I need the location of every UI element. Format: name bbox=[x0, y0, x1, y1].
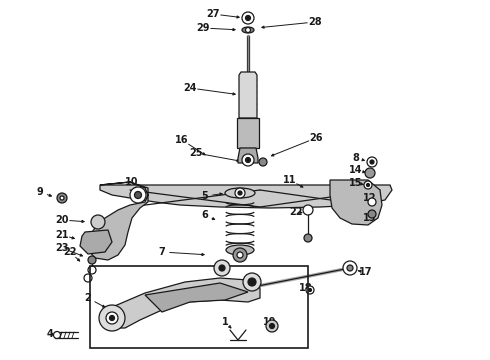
Text: 19: 19 bbox=[263, 317, 277, 327]
Circle shape bbox=[304, 234, 312, 242]
Text: 6: 6 bbox=[201, 210, 208, 220]
Text: 23: 23 bbox=[55, 243, 69, 253]
Text: 8: 8 bbox=[353, 153, 360, 163]
Text: 1: 1 bbox=[221, 317, 228, 327]
Circle shape bbox=[303, 205, 313, 215]
Circle shape bbox=[248, 278, 256, 286]
Circle shape bbox=[245, 158, 250, 162]
Circle shape bbox=[60, 196, 64, 200]
Circle shape bbox=[245, 15, 250, 21]
Circle shape bbox=[134, 192, 142, 198]
Circle shape bbox=[270, 324, 274, 328]
Text: 24: 24 bbox=[183, 83, 197, 93]
Ellipse shape bbox=[226, 245, 254, 255]
Circle shape bbox=[243, 273, 261, 291]
Circle shape bbox=[109, 315, 115, 320]
Bar bbox=[90, 266, 308, 348]
Text: 7: 7 bbox=[159, 247, 166, 257]
Text: 2: 2 bbox=[85, 293, 91, 303]
Polygon shape bbox=[237, 118, 259, 148]
Text: 20: 20 bbox=[55, 215, 69, 225]
Circle shape bbox=[364, 181, 372, 189]
Circle shape bbox=[242, 12, 254, 24]
Circle shape bbox=[91, 215, 105, 229]
Polygon shape bbox=[80, 230, 112, 254]
Text: 3: 3 bbox=[243, 280, 249, 290]
Text: 11: 11 bbox=[283, 175, 297, 185]
Text: 25: 25 bbox=[189, 148, 203, 158]
Text: 15: 15 bbox=[349, 178, 363, 188]
Circle shape bbox=[309, 288, 312, 292]
Circle shape bbox=[214, 260, 230, 276]
Circle shape bbox=[99, 305, 125, 331]
Text: 22: 22 bbox=[289, 207, 303, 217]
Circle shape bbox=[259, 158, 267, 166]
Circle shape bbox=[367, 157, 377, 167]
Circle shape bbox=[367, 184, 369, 186]
Circle shape bbox=[53, 332, 60, 338]
Circle shape bbox=[235, 188, 245, 198]
Circle shape bbox=[245, 27, 250, 32]
Circle shape bbox=[266, 320, 278, 332]
Circle shape bbox=[306, 286, 314, 294]
Circle shape bbox=[365, 168, 375, 178]
Text: 14: 14 bbox=[349, 165, 363, 175]
Text: 12: 12 bbox=[363, 193, 377, 203]
Text: 5: 5 bbox=[201, 191, 208, 201]
Polygon shape bbox=[100, 185, 392, 208]
Text: 9: 9 bbox=[37, 187, 44, 197]
Circle shape bbox=[57, 193, 67, 203]
Text: 4: 4 bbox=[47, 329, 53, 339]
Text: 18: 18 bbox=[299, 283, 313, 293]
Polygon shape bbox=[145, 283, 248, 312]
Circle shape bbox=[347, 265, 353, 271]
Circle shape bbox=[238, 191, 242, 195]
Polygon shape bbox=[88, 182, 148, 260]
Polygon shape bbox=[110, 278, 260, 328]
Text: 10: 10 bbox=[125, 177, 139, 187]
Text: 16: 16 bbox=[175, 135, 189, 145]
Text: 13: 13 bbox=[363, 213, 377, 223]
Circle shape bbox=[368, 198, 376, 206]
Ellipse shape bbox=[242, 27, 254, 33]
Text: 17: 17 bbox=[359, 267, 373, 277]
Circle shape bbox=[237, 252, 243, 258]
Circle shape bbox=[130, 187, 146, 203]
Text: 26: 26 bbox=[309, 133, 323, 143]
Polygon shape bbox=[239, 72, 257, 118]
Circle shape bbox=[84, 274, 92, 282]
Circle shape bbox=[233, 248, 247, 262]
Text: 27: 27 bbox=[206, 9, 220, 19]
Circle shape bbox=[88, 256, 96, 264]
Circle shape bbox=[368, 210, 376, 218]
Circle shape bbox=[219, 265, 225, 271]
Text: 21: 21 bbox=[55, 230, 69, 240]
Circle shape bbox=[343, 261, 357, 275]
Ellipse shape bbox=[225, 188, 255, 198]
Text: 29: 29 bbox=[196, 23, 210, 33]
Circle shape bbox=[88, 266, 96, 274]
Polygon shape bbox=[330, 180, 382, 225]
Circle shape bbox=[370, 160, 374, 164]
Polygon shape bbox=[238, 148, 258, 163]
Circle shape bbox=[106, 312, 118, 324]
Text: 22: 22 bbox=[63, 247, 77, 257]
Circle shape bbox=[242, 154, 254, 166]
Text: 28: 28 bbox=[308, 17, 322, 27]
